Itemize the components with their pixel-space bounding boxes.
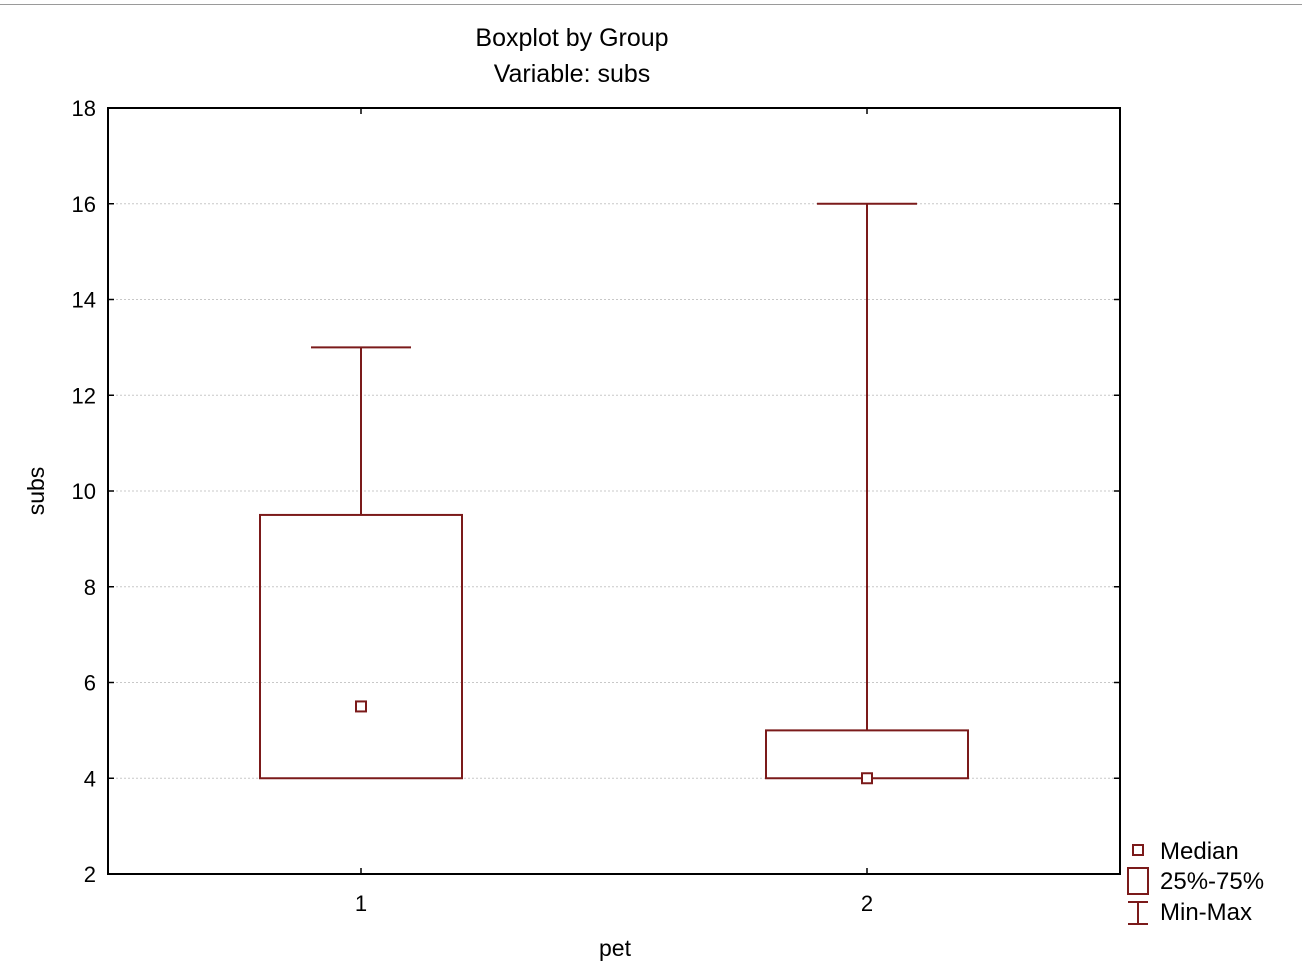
box-group-1 (259, 346, 463, 780)
legend-box-symbol (1127, 867, 1149, 895)
y-tick-label-2: 2 (84, 862, 96, 887)
y-tick-label-8: 8 (84, 575, 96, 600)
median-marker-2 (861, 772, 873, 785)
legend-median-label: Median (1160, 838, 1239, 865)
legend-box-label: 25%-75% (1160, 868, 1264, 895)
box-group-2 (765, 202, 969, 785)
legend: Median 25%-75% Min-Max (1127, 838, 1264, 926)
x-tick-label-2: 2 (861, 891, 873, 916)
legend-median-symbol (1132, 844, 1144, 856)
y-axis-label: subs (23, 467, 49, 516)
box-iqr-1 (259, 513, 463, 780)
chart-title: Boxplot by Group (475, 24, 668, 52)
x-tick-label-1: 1 (355, 891, 367, 916)
y-tick-label-4: 4 (84, 766, 96, 791)
box-series (259, 202, 969, 785)
x-axis-label: pet (599, 935, 632, 961)
y-axis: 2 4 6 8 10 12 14 16 18 (72, 96, 1120, 887)
y-tick-label-6: 6 (84, 671, 96, 696)
grid-lines (108, 203, 1120, 779)
median-marker-1 (355, 700, 367, 713)
y-tick-label-14: 14 (72, 288, 96, 313)
y-tick-label-12: 12 (72, 383, 96, 408)
box-iqr-2 (765, 729, 969, 780)
top-border (0, 4, 1302, 5)
y-tick-label-16: 16 (72, 192, 96, 217)
y-tick-label-10: 10 (72, 479, 96, 504)
legend-whisker-symbol (1128, 901, 1148, 925)
chart-subtitle: Variable: subs (494, 60, 651, 88)
legend-whisker-label: Min-Max (1160, 899, 1252, 926)
y-tick-label-18: 18 (72, 96, 96, 121)
